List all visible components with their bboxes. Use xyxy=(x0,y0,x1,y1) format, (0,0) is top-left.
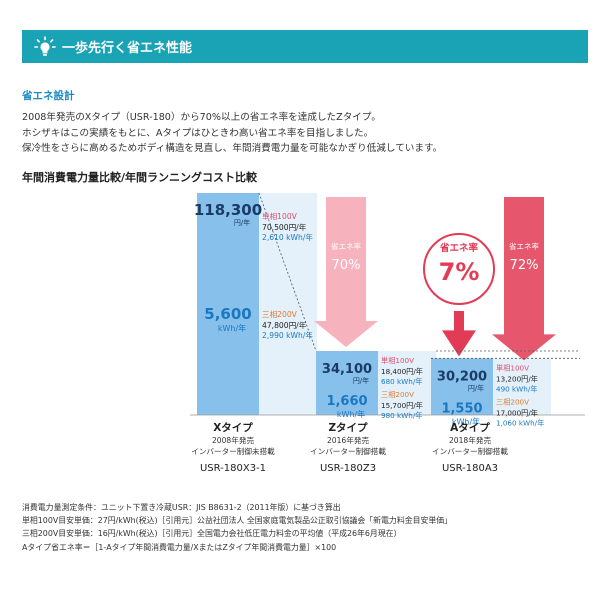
highlight-circle xyxy=(423,233,495,305)
breakdown-three-label: 三相200V xyxy=(262,309,298,319)
description-line: 保冷性をさらに高めるためボディ構造を見直し、年間消費電力量を可能なかぎり低減して… xyxy=(22,143,443,154)
bar-yen-unit: 円/年 xyxy=(234,218,250,227)
product-name: Zタイプ xyxy=(328,421,368,434)
breakdown-three-yen: 47,800円/年 xyxy=(262,320,307,330)
highlight-value: 7% xyxy=(439,258,480,286)
product-feature: インバーター制御搭載 xyxy=(310,446,386,456)
product-year: 2008年発売 xyxy=(212,435,255,445)
breakdown-panel xyxy=(378,351,436,415)
bar-kwh-unit: kWh/年 xyxy=(337,409,365,419)
product-model: USR-180Z3 xyxy=(320,463,376,474)
breakdown-three-kwh: 1,060 kWh/年 xyxy=(496,418,544,427)
breakdown-three-yen: 17,000円/年 xyxy=(496,408,538,417)
comparison-chart: 118,300円/年5,600kWh/年34,100円/年1,660kWh/年3… xyxy=(190,192,585,474)
lightbulb-icon xyxy=(34,35,56,58)
savings-label: 省エネ率 xyxy=(331,241,361,251)
breakdown-panel xyxy=(259,193,317,415)
breakdown-single-label: 単相100V xyxy=(262,211,298,221)
bar-0 xyxy=(197,193,259,415)
footnotes: 消費電力量測定条件：ユニット下置き冷蔵USR：JIS B8631-2（2011年… xyxy=(22,501,452,554)
banner-title: 一歩先行く省エネ性能 xyxy=(62,41,193,56)
savings-value: 72% xyxy=(510,258,539,273)
bar-kwh-value: 1,660 xyxy=(326,394,367,409)
product-feature: インバーター制御未搭載 xyxy=(191,446,275,456)
bar-kwh-unit: kWh/年 xyxy=(218,323,246,333)
savings-label: 省エネ率 xyxy=(509,241,539,251)
description-line: ホシザキはこの実績をもとに、Aタイプはひときわ高い省エネ率を目指しました。 xyxy=(22,127,374,139)
breakdown-three-label: 三相200V xyxy=(496,397,529,406)
bar-yen-value: 34,100 xyxy=(322,362,372,377)
highlight-arrow xyxy=(442,311,476,357)
breakdown-single-kwh: 680 kWh/年 xyxy=(381,377,422,386)
breakdown-three-label: 三相200V xyxy=(381,390,414,399)
breakdown-three-yen: 15,700円/年 xyxy=(381,401,423,410)
bar-1 xyxy=(316,351,378,415)
bar-yen-unit: 円/年 xyxy=(468,383,484,392)
bar-kwh-value: 1,550 xyxy=(441,401,482,416)
breakdown-single-label: 単相100V xyxy=(381,356,414,365)
footnote: Aタイプ省エネ率＝［1-Aタイプ年間消費電力量/XまたはZタイプ年間消費電力量］… xyxy=(22,542,337,552)
breakdown-single-kwh: 490 kWh/年 xyxy=(496,384,537,393)
breakdown-single-label: 単相100V xyxy=(496,363,529,372)
breakdown-single-yen: 70,500円/年 xyxy=(262,222,307,232)
product-feature: インバーター制御搭載 xyxy=(432,446,508,456)
savings-value: 70% xyxy=(332,258,361,273)
savings-arrow-z xyxy=(314,197,378,348)
footnote: 三相200V目安単価：16円/kWh(税込)［引用元］全国電力会社低圧電力料金の… xyxy=(22,529,402,539)
highlight-label: 省エネ率 xyxy=(439,242,479,254)
breakdown-single-yen: 13,200円/年 xyxy=(496,374,538,383)
bar-kwh-value: 5,600 xyxy=(204,305,251,323)
product-name: Xタイプ xyxy=(213,421,253,434)
bar-yen-value: 30,200 xyxy=(437,369,487,384)
product-name: Aタイプ xyxy=(450,421,490,434)
savings-arrow-a xyxy=(492,197,556,361)
product-model: USR-180X3-1 xyxy=(200,463,266,474)
footnote: 消費電力量測定条件：ユニット下置き冷蔵USR：JIS B8631-2（2011年… xyxy=(22,503,341,512)
bar-2 xyxy=(431,358,493,415)
section-label: 省エネ設計 xyxy=(22,90,75,102)
footnote: 単相100V目安単価：27円/kWh(税込)［引用元］公益社団法人 全国家庭電気… xyxy=(22,516,453,526)
breakdown-three-kwh: 980 kWh/年 xyxy=(381,411,422,420)
breakdown-single-kwh: 2,610 kWh/年 xyxy=(262,232,313,242)
product-model: USR-180A3 xyxy=(442,463,498,474)
breakdown-single-yen: 18,400円/年 xyxy=(381,367,423,376)
bar-yen-unit: 円/年 xyxy=(353,376,369,385)
description: 2008年発売のXタイプ（USR-180）から70%以上の省エネ率を達成したZタ… xyxy=(22,110,442,157)
chart-title: 年間消費電力量比較/年間ランニングコスト比較 xyxy=(22,171,258,184)
breakdown-panel xyxy=(493,358,551,415)
section-banner: 一歩先行く省エネ性能 xyxy=(22,30,588,63)
bar-yen-value: 118,300 xyxy=(194,201,262,219)
bar-kwh-unit: kWh/年 xyxy=(452,416,480,426)
description-line: 2008年発売のXタイプ（USR-180）から70%以上の省エネ率を達成したZタ… xyxy=(22,112,381,123)
breakdown-three-kwh: 2,990 kWh/年 xyxy=(262,330,313,340)
product-year: 2016年発売 xyxy=(327,435,370,445)
product-year: 2018年発売 xyxy=(449,435,492,445)
